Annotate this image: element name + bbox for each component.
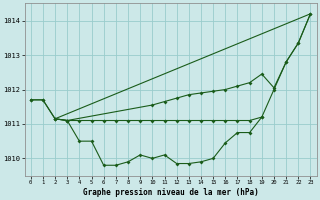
X-axis label: Graphe pression niveau de la mer (hPa): Graphe pression niveau de la mer (hPa) bbox=[83, 188, 259, 197]
